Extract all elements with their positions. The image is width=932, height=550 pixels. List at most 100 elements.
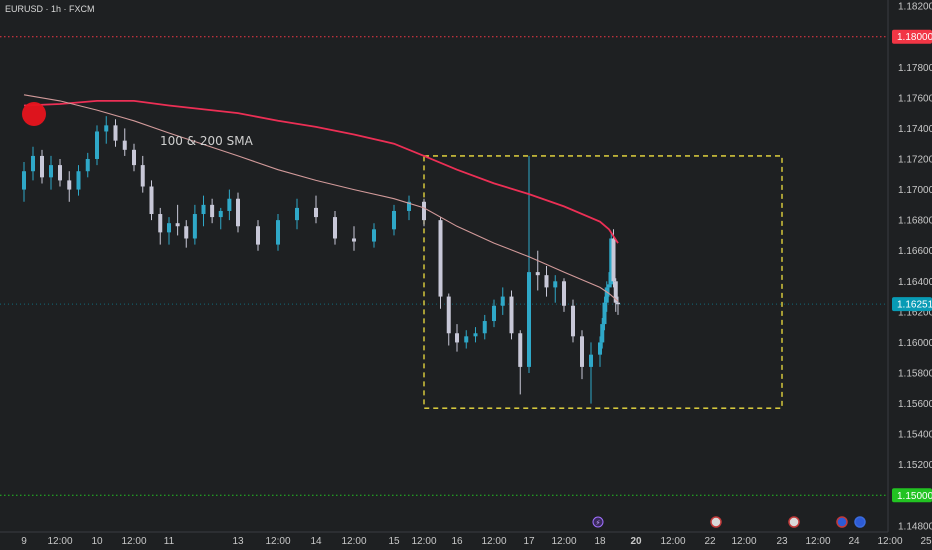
time-tick-label: 18 [594,536,606,547]
candle-body [527,272,531,367]
candle[interactable] [482,314,487,340]
sma-line[interactable] [23,100,619,244]
candle[interactable] [611,229,616,288]
candle-body [392,210,396,230]
time-tick-label: 17 [523,536,535,547]
candle[interactable] [438,217,443,309]
candle[interactable] [527,155,531,374]
candle[interactable] [407,195,411,221]
sma-line[interactable] [23,94,619,302]
time-tick-label: 25 [920,536,932,547]
candle[interactable] [175,204,180,236]
candle[interactable] [40,149,44,184]
candle[interactable] [58,158,62,187]
candle[interactable] [184,220,189,248]
candle[interactable] [122,128,127,156]
candle[interactable] [167,217,171,245]
candle-body [611,238,616,282]
candle[interactable] [85,152,90,178]
candle[interactable] [295,198,299,230]
candle[interactable] [192,204,197,245]
candle[interactable] [372,223,376,248]
candle[interactable] [158,207,163,245]
candle[interactable] [613,278,618,312]
time-tick-label: 14 [310,536,322,547]
candle-body [562,281,566,306]
candle[interactable] [76,165,81,196]
candle[interactable] [314,195,318,224]
candle[interactable] [616,296,620,315]
candle[interactable] [333,210,337,245]
candle[interactable] [236,192,240,233]
candle[interactable] [422,198,426,227]
candle[interactable] [276,214,280,251]
time-tick-label: 12:00 [877,536,902,547]
candle-body [122,140,127,150]
candle[interactable] [104,116,109,144]
candle[interactable] [446,293,451,346]
price-tick-label: 1.16200 [898,307,932,318]
time-tick-label: 12:00 [731,536,756,547]
eu-flag-event-icon[interactable] [836,516,848,528]
candle[interactable] [602,296,607,331]
time-tick-label: 24 [848,536,860,547]
us-flag-event-icon[interactable] [788,516,800,528]
candle[interactable] [22,162,26,202]
candle-body [276,220,280,245]
candle-body [446,296,451,334]
candle[interactable] [604,281,609,312]
candle-body [76,171,81,190]
candle[interactable] [352,226,356,251]
sma-crossover-marker[interactable] [22,102,46,126]
price-tag-label: 1.16251 [897,300,932,311]
candle[interactable] [67,171,72,202]
candle[interactable] [600,317,605,349]
time-axis[interactable]: 9 12:00 10 12:00 11 13 12:00 14 12:00 15 12:00 16 12… [21,536,932,547]
candle[interactable] [580,330,584,380]
candle[interactable] [492,299,496,328]
candle[interactable] [464,330,469,349]
candle[interactable] [598,336,602,367]
candle[interactable] [392,204,396,236]
candle[interactable] [227,189,232,221]
candle[interactable] [609,232,614,288]
candle[interactable] [589,342,593,404]
candle[interactable] [210,198,215,224]
candle[interactable] [49,155,53,190]
price-axis-background [888,0,932,550]
candle[interactable] [553,275,558,303]
event-markers: ⚡ [592,516,866,528]
price-tick-label: 1.17600 [898,93,932,104]
candle[interactable] [140,155,145,193]
candle[interactable] [473,327,478,343]
candle[interactable] [571,299,575,343]
candle[interactable] [218,207,223,230]
candle[interactable] [455,324,459,352]
candle[interactable] [535,250,540,291]
candle[interactable] [607,272,611,297]
candle[interactable] [31,146,35,181]
candle[interactable] [95,125,99,166]
candle-body [140,165,145,187]
candle-body [616,302,620,305]
candle[interactable] [509,290,514,340]
lightning-event-icon[interactable] [592,516,604,528]
candle[interactable] [544,266,549,297]
candle-body [95,131,99,159]
candle[interactable] [201,195,206,227]
candle-body [464,336,469,343]
candle[interactable] [518,330,523,395]
time-tick-label: 12:00 [660,536,685,547]
candle[interactable] [113,119,118,147]
us-flag-event-icon[interactable] [710,516,722,528]
eu-flag-event-icon[interactable] [854,516,866,528]
time-tick-label: 12:00 [121,536,146,547]
candle[interactable] [562,278,566,312]
price-tick-label: 1.16600 [898,246,932,257]
candle[interactable] [132,143,136,172]
candle[interactable] [256,220,260,251]
candle-body [535,272,540,276]
candle[interactable] [500,287,505,315]
candle[interactable] [149,180,154,221]
